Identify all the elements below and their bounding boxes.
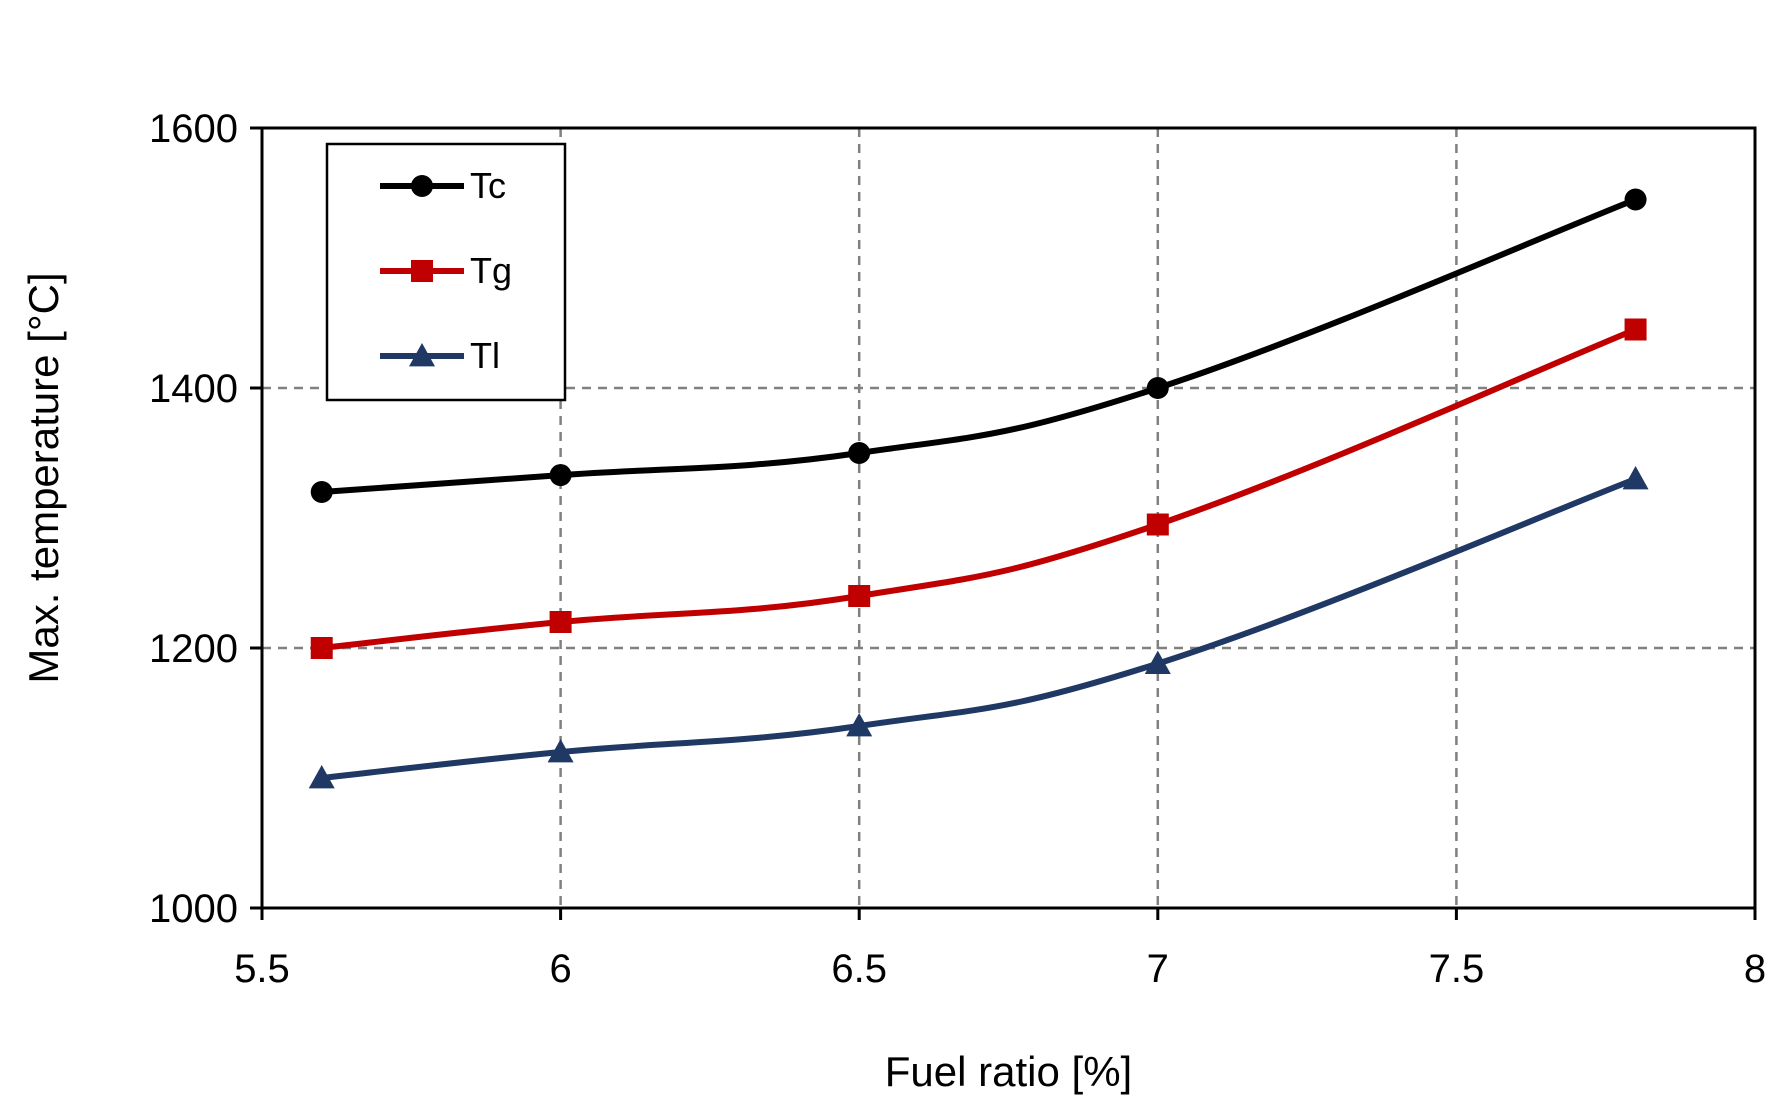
legend-label: Tg — [470, 250, 512, 291]
x-axis-title: Fuel ratio [%] — [885, 1048, 1132, 1095]
data-point-tc — [310, 481, 333, 503]
legend-item-tc: Tc — [380, 165, 506, 206]
data-point-tl — [1622, 466, 1649, 490]
data-point-tg — [1146, 513, 1169, 536]
data-point-tl — [308, 765, 335, 789]
series-group — [308, 188, 1649, 789]
data-point-tg — [848, 585, 871, 607]
axes: 5.5 6 6.5 7 7.5 8 1000 1200 1400 1600 — [149, 107, 1766, 991]
data-point-tg — [1624, 318, 1647, 341]
legend-swatch-marker — [411, 260, 433, 282]
legend-item-tg: Tg — [380, 250, 512, 291]
data-point-tl — [846, 713, 873, 737]
series-tg — [310, 318, 1647, 659]
data-point-tl — [547, 739, 574, 763]
series-line-tl — [318, 476, 1639, 781]
legend-label: Tc — [470, 165, 506, 206]
x-tick-label: 6.5 — [831, 947, 887, 991]
y-axis-title: Max. temperature [°C] — [20, 272, 67, 683]
series-line-tg — [318, 326, 1639, 651]
data-point-tc — [848, 442, 871, 464]
y-tick-label: 1600 — [149, 107, 238, 151]
x-tick-label: 7.5 — [1429, 947, 1485, 991]
series-tl — [308, 466, 1649, 789]
y-tick-label: 1000 — [149, 887, 238, 931]
x-tick-label: 5.5 — [234, 947, 290, 991]
plot-area-frame — [260, 126, 1757, 910]
series-tc — [310, 188, 1647, 503]
y-tick-label: 1200 — [149, 627, 238, 671]
x-tick-label: 6 — [549, 947, 571, 991]
x-tick-label: 7 — [1147, 947, 1169, 991]
data-point-tl — [1144, 650, 1171, 674]
data-point-tc — [1624, 188, 1647, 211]
legend: Tc Tg Tl — [325, 142, 567, 402]
series-line-tc — [318, 196, 1639, 495]
data-point-tc — [1146, 377, 1169, 399]
legend-swatch-marker — [409, 343, 435, 367]
x-tick-label: 8 — [1744, 947, 1766, 991]
legend-swatch-marker — [411, 175, 433, 197]
data-point-tc — [549, 464, 572, 487]
legend-label: Tl — [470, 335, 500, 376]
y-tick-label: 1400 — [149, 367, 238, 411]
legend-item-tl: Tl — [380, 335, 500, 376]
data-point-tg — [310, 637, 333, 659]
data-point-tg — [549, 611, 572, 633]
